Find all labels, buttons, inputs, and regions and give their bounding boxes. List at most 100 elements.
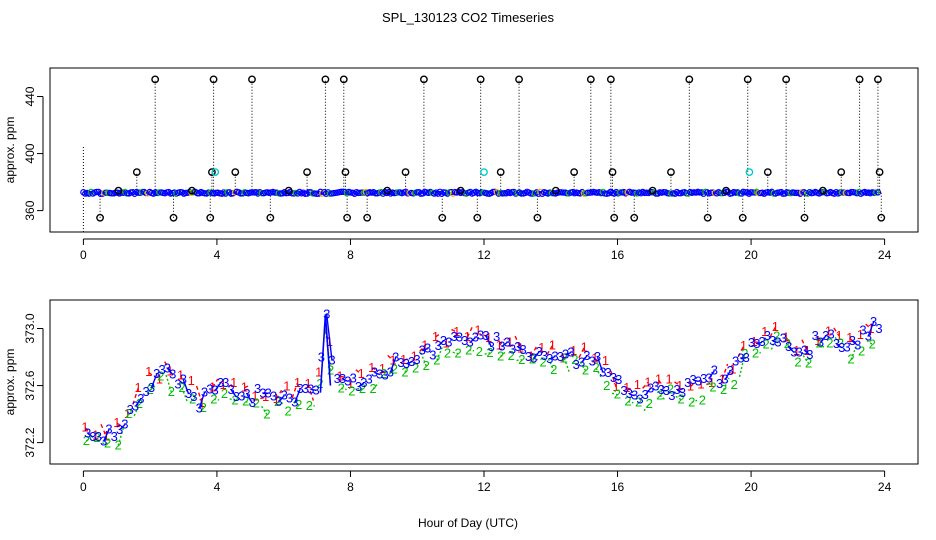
series-1-segment <box>148 371 155 378</box>
series-1-segment <box>610 370 617 388</box>
series-3-point: 3 <box>828 327 835 342</box>
series-1-point: 1 <box>411 348 418 363</box>
series-3-point: 3 <box>111 429 118 444</box>
baseline-point <box>736 190 743 197</box>
series-2-point: 2 <box>582 363 589 378</box>
series-2-segment <box>643 403 650 412</box>
series-3-segment <box>103 429 110 442</box>
series-3-segment <box>437 340 444 347</box>
series-3-point: 3 <box>705 371 712 386</box>
series-2-point: 2 <box>561 350 568 365</box>
series-2-point: 2 <box>465 342 472 357</box>
baseline-point <box>434 190 442 197</box>
series-1-point: 1 <box>262 389 269 404</box>
series-3-point: 3 <box>424 341 431 356</box>
series-3-segment <box>501 341 508 348</box>
series-3-point: 3 <box>169 367 176 382</box>
series-3-point: 3 <box>700 371 707 386</box>
series-1-point: 1 <box>453 324 460 339</box>
outlier-point-5 <box>187 186 196 195</box>
series-3-point: 3 <box>318 350 325 365</box>
outlier-point-26 <box>496 168 505 177</box>
series-3-point: 3 <box>371 365 378 380</box>
series-1-point: 1 <box>273 391 280 406</box>
series-1-point: 1 <box>772 319 779 334</box>
series-1-point: 1 <box>846 330 853 345</box>
series-3-segment <box>851 340 859 346</box>
series-3-point: 3 <box>774 335 781 350</box>
top-panel: 0 4 8 12 16 20 24 360 400 440 approx. ppm <box>3 67 919 262</box>
series-3-point: 3 <box>732 353 739 368</box>
series-2-segment <box>85 436 93 442</box>
series-1-point: 1 <box>804 343 811 358</box>
outlier-point-37 <box>667 168 675 177</box>
bottom-x-axis: 0 4 8 12 16 20 24 <box>80 470 892 494</box>
series-2-point: 2 <box>433 352 440 367</box>
series-2-point: 2 <box>231 393 238 408</box>
outlier-point-50 <box>875 168 884 177</box>
series-1-segment <box>307 384 315 401</box>
series-3-point: 3 <box>413 352 420 367</box>
series-2-point: 2 <box>624 394 631 409</box>
series-1-segment <box>546 345 553 356</box>
series-2-point: 2 <box>646 396 653 411</box>
series-2-point: 2 <box>752 346 759 361</box>
outlier-point-4 <box>169 213 178 222</box>
series-2-point: 2 <box>773 329 780 344</box>
series-2-point: 2 <box>93 430 100 445</box>
series-2-point: 2 <box>444 346 451 361</box>
series-2-point: 2 <box>571 352 578 367</box>
bottom-x-tick-label-8: 8 <box>347 480 354 494</box>
series-3-point: 3 <box>429 347 436 362</box>
series-2-point: 2 <box>306 398 313 413</box>
outlier-point-18 <box>363 213 372 222</box>
series-3-point: 3 <box>636 392 643 407</box>
series-2-point: 2 <box>253 395 260 410</box>
outlier-point-16 <box>341 168 350 177</box>
outlier-point-46 <box>818 186 827 195</box>
outlier-point-28 <box>533 213 542 222</box>
series-1-point: 1 <box>666 372 673 387</box>
series-3-segment <box>119 424 126 431</box>
series-3-segment <box>166 367 174 375</box>
series-3-point: 3 <box>525 349 532 364</box>
series-1-point: 1 <box>81 420 88 435</box>
series-3-segment <box>198 392 206 409</box>
series-1-segment <box>291 382 299 399</box>
series-3-segment <box>772 340 779 344</box>
series-3-point: 3 <box>366 372 373 387</box>
series-3-point: 3 <box>84 425 91 440</box>
series-1-segment <box>419 344 426 353</box>
series-2-segment <box>213 398 220 401</box>
series-3-point: 3 <box>381 368 388 383</box>
series-1-point: 1 <box>602 353 609 368</box>
series-3-segment <box>389 357 397 373</box>
series-2-segment <box>341 387 347 391</box>
bottom-y-tick-label-1: 372.6 <box>23 370 37 400</box>
series-2-segment <box>691 399 698 403</box>
series-3-point: 3 <box>546 351 553 366</box>
series-1-segment <box>84 427 91 434</box>
outlier-point-13 <box>303 168 311 177</box>
series-3-point: 3 <box>689 372 696 387</box>
series-3-point: 3 <box>493 329 500 344</box>
series-3-point: 3 <box>663 383 670 398</box>
series-1-point: 1 <box>347 376 354 391</box>
series-1-segment <box>785 337 792 345</box>
series-1-segment <box>195 385 203 404</box>
series-2-point: 2 <box>486 345 493 360</box>
series-1-point: 1 <box>220 377 227 392</box>
series-3-point: 3 <box>822 328 829 343</box>
series-3-point: 3 <box>599 364 606 379</box>
series-3-point: 3 <box>647 380 654 395</box>
series-1-point: 1 <box>156 371 163 386</box>
series-3-point: 3 <box>227 382 234 397</box>
series-1-point: 1 <box>570 343 577 358</box>
series-3-point: 3 <box>180 372 187 387</box>
series-2-point: 2 <box>869 336 876 351</box>
series-1-segment <box>817 338 824 342</box>
series-3-point: 3 <box>727 363 734 378</box>
series-1-point: 1 <box>623 380 630 395</box>
outlier-point-45 <box>800 213 809 222</box>
series-1-point: 1 <box>209 379 216 394</box>
